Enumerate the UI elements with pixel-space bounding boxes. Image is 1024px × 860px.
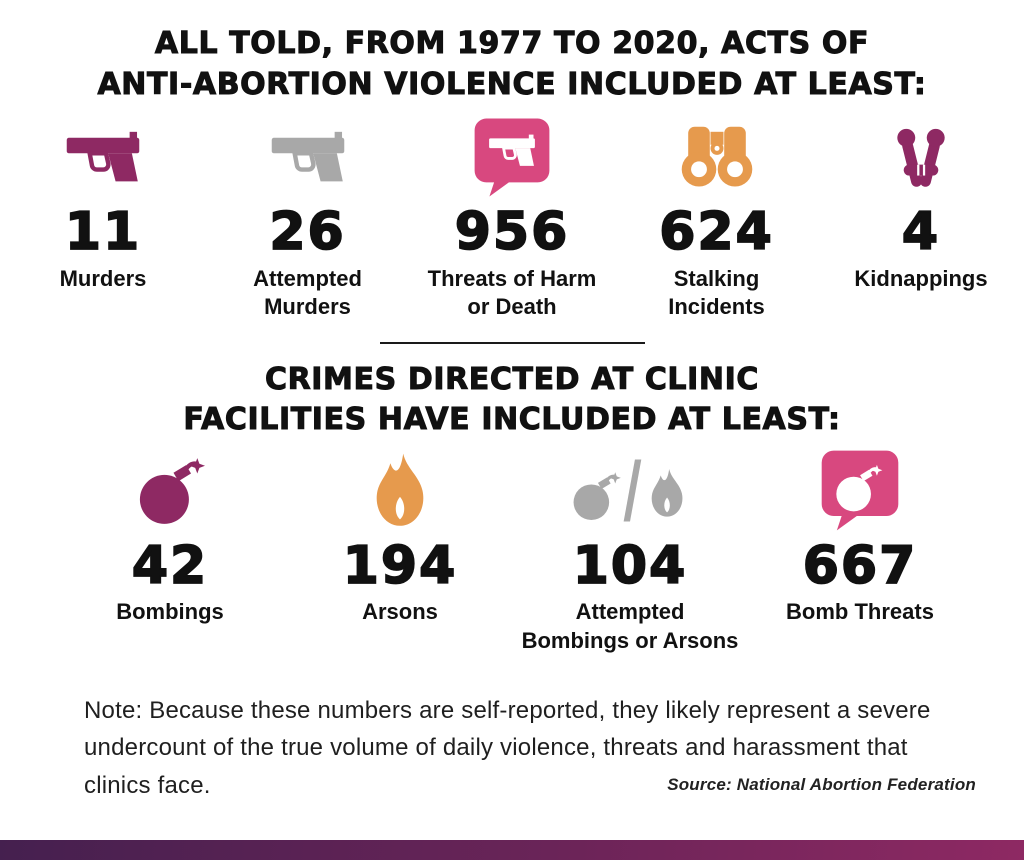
flame-icon: [290, 449, 510, 533]
stat-attempted-murders: 26 Attempted Murders: [215, 115, 401, 322]
stat-arsons: 194 Arsons: [290, 449, 510, 656]
bomb-threats-label-line1: Bomb Threats: [786, 599, 934, 625]
section2-title-line2: FACILITIES HAVE INCLUDED AT LEAST:: [183, 402, 841, 438]
section1-title: ALL TOLD, FROM 1977 TO 2020, ACTS OF ANT…: [0, 24, 1024, 105]
stat-bombings: 42 Bombings: [60, 449, 280, 656]
bomb-or-flame-icon: [520, 449, 740, 533]
kidnappings-count: 4: [901, 202, 941, 262]
speech-bubble-bomb-icon: [750, 449, 970, 533]
attempted-murders-label-line1: Attempted: [253, 265, 362, 291]
stat-kidnappings: 4 Kidnappings: [828, 115, 1014, 322]
violence-stats-row: 11 Murders 26 Attempted: [10, 115, 1014, 322]
section2-title: CRIMES DIRECTED AT CLINIC FACILITIES HAV…: [0, 360, 1024, 441]
stalking-label: Stalking Incidents: [624, 265, 810, 322]
threats-count: 956: [454, 202, 570, 262]
attempted-bombings-label-line2: Bombings or Arsons: [521, 627, 739, 653]
note-text: Note: Because these numbers are self-rep…: [84, 696, 931, 800]
binoculars-icon: [624, 115, 810, 199]
stalking-count: 624: [658, 202, 774, 262]
threats-label-line2: or Death: [467, 294, 557, 320]
attempted-bombings-label-line1: Attempted: [575, 599, 685, 625]
section1-title-line2: ANTI-ABORTION VIOLENCE INCLUDED AT LEAST…: [97, 66, 927, 102]
speech-bubble-handgun-icon: [419, 115, 605, 199]
kidnappings-label-line1: Kidnappings: [854, 265, 988, 291]
bomb-icon: [60, 449, 280, 533]
attempted-bombings-count: 104: [572, 535, 688, 596]
attempted-murders-count: 26: [268, 202, 346, 262]
section1-title-line1: ALL TOLD, FROM 1977 TO 2020, ACTS OF: [154, 26, 870, 62]
threats-label: Threats of Harm or Death: [419, 265, 605, 322]
bombings-label-line1: Bombings: [116, 599, 224, 625]
attempted-murders-label-line2: Murders: [264, 294, 351, 320]
gradient-footer-bar: [0, 840, 1024, 860]
bomb-threats-count: 667: [802, 535, 918, 596]
bombings-count: 42: [131, 535, 209, 596]
arsons-count: 194: [342, 535, 458, 596]
footnote-section: Note: Because these numbers are self-rep…: [84, 692, 976, 806]
stat-murders: 11 Murders: [10, 115, 196, 322]
stat-stalking: 624 Stalking Incidents: [624, 115, 810, 322]
stalking-label-line2: Incidents: [668, 294, 765, 320]
stalking-label-line1: Stalking: [673, 265, 760, 291]
clinic-crimes-stats-row: 42 Bombings 194 Arsons: [60, 449, 970, 656]
threats-label-line1: Threats of Harm: [427, 265, 597, 291]
murders-count: 11: [64, 202, 142, 262]
attempted-bombings-label: Attempted Bombings or Arsons: [520, 598, 740, 655]
source-text: Source: National Abortion Federation: [667, 775, 976, 795]
stat-attempted-bombings-arsons: 104 Attempted Bombings or Arsons: [520, 449, 740, 656]
section2-title-line1: CRIMES DIRECTED AT CLINIC: [264, 361, 760, 397]
attempted-murders-label: Attempted Murders: [215, 265, 401, 322]
bombings-label: Bombings: [60, 598, 280, 627]
handgun-icon: [10, 115, 196, 199]
kidnappings-label: Kidnappings: [828, 265, 1014, 294]
arsons-label: Arsons: [290, 598, 510, 627]
bound-hands-icon: [828, 115, 1014, 199]
murders-label-line1: Murders: [59, 265, 147, 291]
murders-label: Murders: [10, 265, 196, 294]
handgun-icon: [215, 115, 401, 199]
section-divider: [379, 341, 645, 344]
infographic-page: ALL TOLD, FROM 1977 TO 2020, ACTS OF ANT…: [0, 24, 1024, 860]
bomb-threats-label: Bomb Threats: [750, 598, 970, 627]
arsons-label-line1: Arsons: [362, 599, 438, 625]
stat-threats-of-harm: 956 Threats of Harm or Death: [419, 115, 605, 322]
stat-bomb-threats: 667 Bomb Threats: [750, 449, 970, 656]
